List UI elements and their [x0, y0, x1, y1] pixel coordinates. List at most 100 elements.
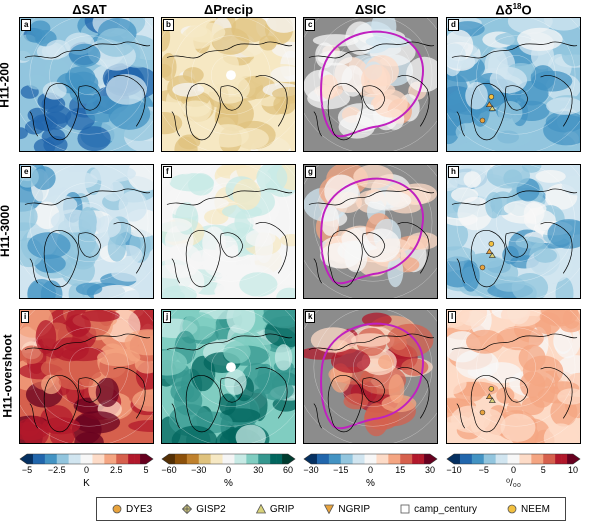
circle-icon [507, 504, 517, 514]
coastline [24, 188, 151, 206]
station-marker [488, 386, 495, 392]
column-title-sic: ΔSIC [354, 2, 386, 17]
coastline [166, 41, 293, 59]
coastline [470, 83, 506, 141]
colorbar-tick-label: 30 [424, 465, 436, 475]
map-panel-j: j [161, 309, 296, 444]
colorbar-tick-label: 0 [367, 465, 374, 475]
coastline [308, 333, 435, 351]
column-title-precip: ΔPrecip [203, 2, 254, 17]
row-label-h11-overshoot: H11-overshoot [0, 334, 15, 418]
row-label-h11-200: H11-200 [0, 62, 12, 108]
panel-letter: f [163, 166, 172, 178]
polar-map [304, 165, 437, 298]
colorbar-tick-label: 2.5 [109, 465, 123, 475]
coastline [327, 375, 363, 433]
square-icon [400, 504, 410, 514]
map-panel-c: c [303, 17, 438, 152]
coastline [362, 232, 386, 258]
station-marker [488, 94, 495, 100]
coastline [43, 83, 79, 141]
coastline [255, 222, 288, 274]
station-marker [485, 101, 493, 107]
legend-item-neem: NEEM [507, 504, 550, 515]
coastline [362, 377, 386, 403]
coastline [540, 367, 573, 419]
coastline [220, 85, 244, 111]
legend-item-dye3: DYE3 [112, 504, 152, 515]
polar-map [20, 18, 153, 151]
station-marker [479, 409, 486, 416]
colorbar-unit: K [83, 478, 90, 489]
coastline [451, 41, 578, 59]
panel-letter: j [163, 311, 172, 323]
pole-mask [226, 362, 236, 373]
panel-letter: k [305, 311, 316, 323]
coastline [327, 83, 363, 141]
coastline [505, 232, 529, 258]
map-panel-d: d [446, 17, 581, 152]
coastline [171, 111, 181, 137]
coastline [255, 367, 288, 419]
station-marker [488, 252, 496, 258]
triangle-down-icon [324, 504, 335, 514]
coastline [456, 258, 466, 284]
legend-item-ngrip: NGRIP [324, 504, 370, 515]
coastline [185, 375, 221, 433]
triangle-up-icon [255, 504, 266, 514]
colorbar-tick-label: −60 [161, 465, 177, 475]
coastline [470, 375, 506, 433]
colorbar-ticks: −30 −15 0 15 30 [303, 465, 438, 477]
panel-letter: a [21, 19, 32, 31]
sea-ice-edge-contour [320, 30, 424, 138]
coastline [113, 75, 146, 127]
legend-item-gisp2: GISP2 [182, 504, 226, 515]
colorbar-3 [446, 451, 581, 467]
colorbar-tick-label: 5 [540, 465, 546, 475]
polar-map [20, 310, 153, 443]
colorbar-ticks: −60 −30 0 30 60 [161, 465, 296, 477]
sea-ice-edge-contour [320, 177, 424, 285]
coastline [451, 333, 578, 351]
coastline [456, 111, 466, 137]
colorbar-tick-label: 5 [143, 465, 149, 475]
coastline [166, 188, 293, 206]
pole-mask [226, 70, 236, 81]
column-title-sat: ΔSAT [72, 2, 107, 17]
coastline [24, 41, 151, 59]
coastline [397, 222, 430, 274]
colorbar-ticks: −10 −5 0 5 10 [446, 465, 581, 477]
coastline [29, 258, 39, 284]
map-panel-i: i [19, 309, 154, 444]
polar-map [304, 310, 437, 443]
panel-letter: e [21, 166, 32, 178]
panel-letter: h [448, 166, 459, 178]
polar-map [162, 165, 295, 298]
coastline [313, 111, 323, 137]
sea-ice-edge-contour [320, 322, 424, 430]
coastline [327, 230, 363, 288]
colorbar-unit: ⁰/₀₀ [505, 478, 522, 489]
polar-map [162, 310, 295, 443]
colorbar-tick-label: 10 [567, 465, 579, 475]
coastline [78, 232, 102, 258]
coastline [166, 333, 293, 351]
colorbar-unit: % [224, 478, 233, 489]
colorbar-2 [303, 451, 438, 467]
colorbar-tick-label: 30 [253, 465, 264, 475]
polar-map [162, 18, 295, 151]
station-marker [488, 241, 495, 247]
coastline [308, 41, 435, 59]
colorbar-tick-label: −10 [446, 465, 462, 475]
map-panel-a: a [19, 17, 154, 152]
colorbar-tick-label: 60 [282, 465, 294, 475]
column-title-d18o: Δδ18O [495, 2, 532, 18]
coastline [313, 403, 323, 429]
polar-map [20, 165, 153, 298]
map-panel-k: k [303, 309, 438, 444]
coastline [29, 403, 39, 429]
coastline [78, 377, 102, 403]
row-label-h11-3000: H11-3000 [0, 204, 13, 258]
coastline [313, 258, 323, 284]
station-marker [479, 117, 486, 124]
